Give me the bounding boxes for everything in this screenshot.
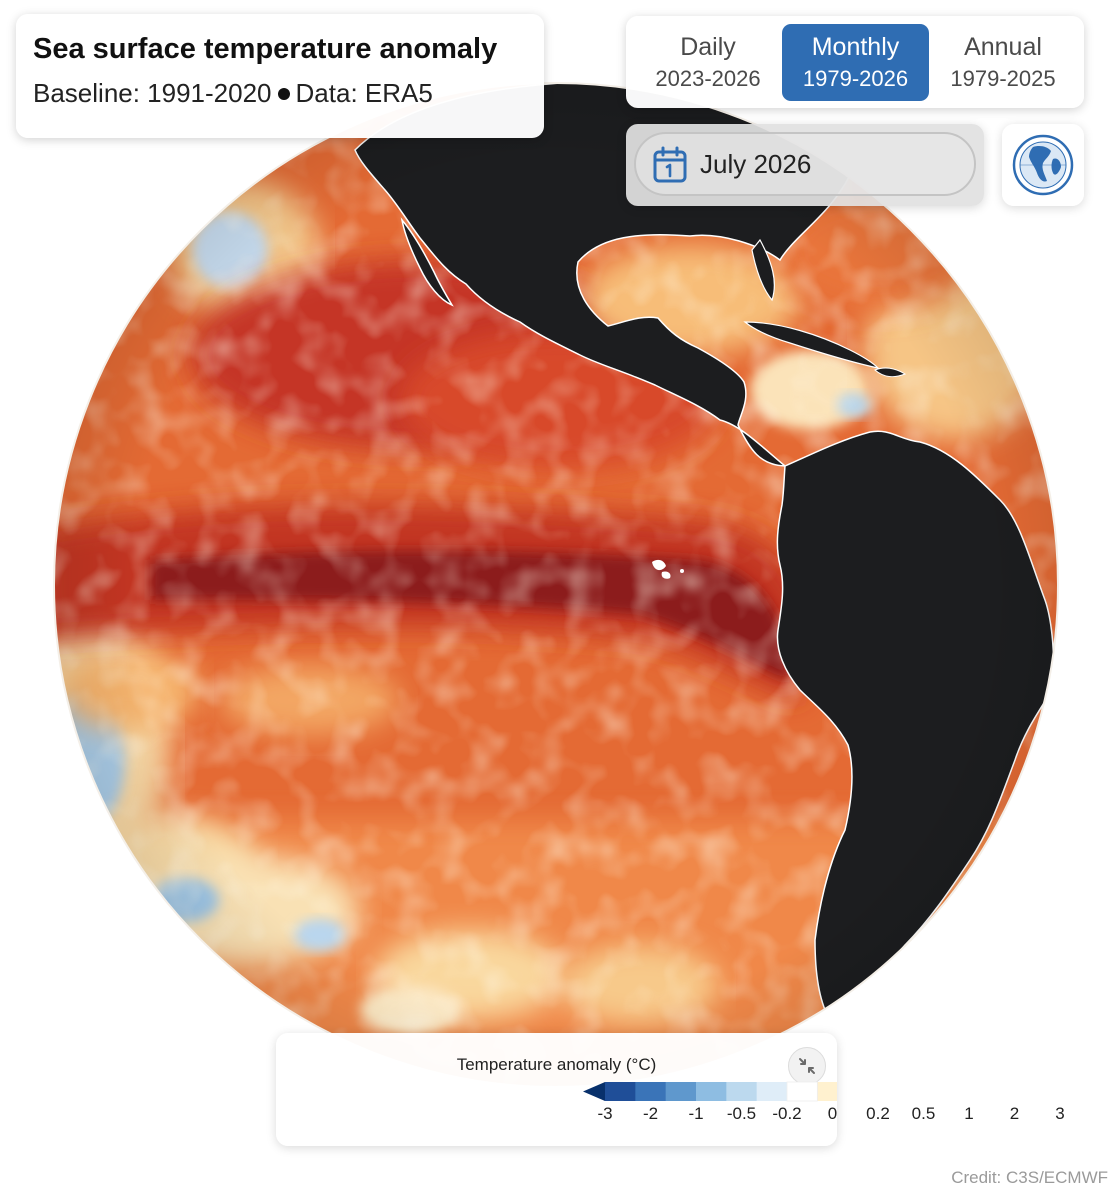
legend-tick-label: 1	[964, 1104, 974, 1123]
legend-swatch	[665, 1082, 697, 1101]
period-tab-range: 1979-2025	[950, 66, 1056, 91]
legend-tick-label: 0.2	[866, 1104, 890, 1123]
period-tab-daily[interactable]: Daily 2023-2026	[634, 24, 782, 101]
legend-tick-label: 0.5	[911, 1104, 936, 1123]
period-tab-label: Monthly	[811, 33, 900, 61]
baseline-text: Baseline: 1991-2020	[33, 78, 272, 108]
legend-collapse-button[interactable]	[788, 1047, 826, 1085]
legend-color-bar	[583, 1081, 837, 1102]
legend-tick-label: 0	[827, 1104, 838, 1123]
legend-tick-label: -0.5	[726, 1104, 757, 1123]
globe-view-button[interactable]	[1002, 124, 1084, 206]
legend-zero-outline	[786, 1081, 818, 1102]
page-title: Sea surface temperature anomaly	[33, 33, 498, 65]
period-tab-annual[interactable]: Annual 1979-2025	[929, 24, 1077, 101]
date-selector-panel: July 2026	[626, 124, 984, 206]
calendar-icon	[653, 146, 687, 183]
page-subtitle: Baseline: 1991-2020 Data: ERA5	[33, 78, 528, 109]
date-selector[interactable]: July 2026	[634, 132, 976, 196]
legend-tick-label: -2	[642, 1104, 659, 1123]
color-legend: Temperature anomaly (°C) -3 -2 -1 -0.5 -0.2 0…	[276, 1033, 1065, 1146]
period-switch: Daily 2023-2026 Monthly 1979-2026 Annual…	[626, 16, 1084, 108]
legend-tick-label: 3	[1055, 1104, 1065, 1123]
separator-dot-icon	[277, 87, 290, 100]
credit-text: Credit: C3S/ECMWF	[951, 1168, 1108, 1187]
period-tab-label: Daily	[680, 33, 736, 61]
period-tab-range: 2023-2026	[655, 66, 761, 91]
legend-swatch	[726, 1082, 758, 1101]
period-tab-range: 1979-2026	[802, 66, 909, 91]
globe-icon	[1012, 134, 1074, 196]
legend-tick-label: -3	[597, 1104, 613, 1123]
collapse-arrows-icon	[799, 1058, 815, 1074]
legend-tick-label: -1	[688, 1104, 704, 1123]
legend-arrow-low	[583, 1082, 605, 1101]
legend-swatch	[817, 1082, 837, 1101]
period-tab-label: Annual	[964, 33, 1042, 61]
selected-date: July 2026	[700, 149, 812, 179]
legend-swatch	[756, 1082, 788, 1101]
legend-swatch	[787, 1082, 818, 1101]
legend-title: Temperature anomaly (°C)	[456, 1055, 657, 1074]
legend-swatch	[635, 1082, 667, 1101]
legend-tick-label: -0.2	[772, 1104, 802, 1123]
map-title-card: Sea surface temperature anomaly Baseline…	[16, 14, 544, 138]
legend-swatch	[696, 1082, 727, 1101]
data-source-text: Data: ERA5	[295, 78, 433, 108]
legend-tick-label: 2	[1009, 1104, 1020, 1123]
period-tab-monthly[interactable]: Monthly 1979-2026	[782, 24, 929, 101]
legend-swatch	[605, 1082, 636, 1101]
